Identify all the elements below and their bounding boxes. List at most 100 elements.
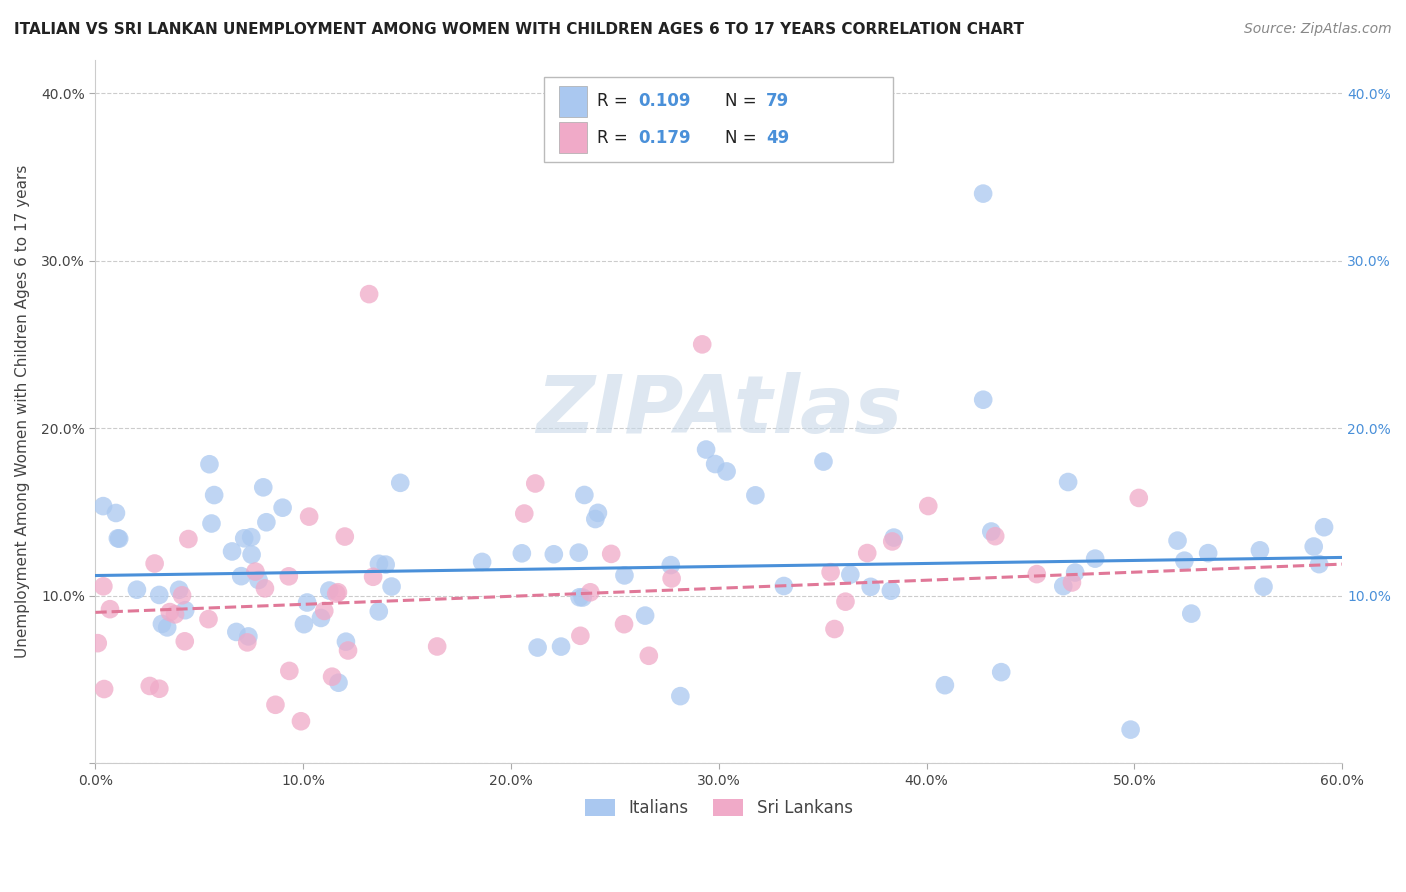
Point (1057, 475, 1080, 489)
Point (148, 588, 170, 602)
Point (634, 608, 657, 623)
Point (148, 681, 170, 696)
Point (202, 488, 225, 502)
Point (839, 567, 862, 582)
Point (1253, 580, 1275, 594)
Point (695, 442, 717, 457)
Text: 0.109: 0.109 (638, 92, 690, 110)
Point (335, 634, 357, 648)
Point (716, 465, 738, 479)
Point (150, 616, 173, 631)
Point (298, 509, 321, 524)
Point (637, 648, 659, 663)
Text: 79: 79 (766, 92, 789, 110)
Point (550, 640, 572, 654)
Point (856, 546, 879, 560)
Text: ZIPAtlas: ZIPAtlas (536, 372, 903, 450)
Point (583, 512, 606, 526)
Point (278, 664, 301, 678)
Point (1119, 723, 1142, 737)
Point (524, 476, 547, 491)
Point (98, 602, 121, 616)
Point (361, 570, 384, 584)
Point (177, 532, 200, 546)
Point (659, 558, 682, 573)
Point (1180, 607, 1202, 621)
Point (934, 678, 956, 692)
Point (125, 582, 148, 597)
Text: R =: R = (596, 128, 633, 146)
Point (834, 595, 856, 609)
Point (167, 582, 190, 597)
Point (824, 622, 846, 636)
Point (579, 585, 602, 599)
Point (568, 546, 591, 560)
Point (197, 612, 219, 626)
Point (328, 675, 350, 690)
Point (107, 532, 129, 546)
Point (221, 544, 243, 558)
Text: 0.179: 0.179 (638, 128, 690, 146)
Point (1313, 520, 1336, 534)
Point (165, 607, 187, 622)
Point (314, 604, 336, 618)
Point (1060, 575, 1083, 590)
Point (859, 580, 882, 594)
Point (813, 454, 835, 468)
Point (87, 636, 110, 650)
Point (253, 582, 276, 596)
Point (1308, 557, 1330, 571)
Point (367, 604, 389, 618)
Point (1084, 551, 1107, 566)
Point (972, 186, 994, 201)
Text: ITALIAN VS SRI LANKAN UNEMPLOYMENT AMONG WOMEN WITH CHILDREN AGES 6 TO 17 YEARS : ITALIAN VS SRI LANKAN UNEMPLOYMENT AMONG… (14, 22, 1024, 37)
Point (292, 617, 315, 632)
Point (600, 547, 623, 561)
Point (381, 580, 404, 594)
Point (240, 530, 263, 544)
Point (883, 531, 905, 545)
Point (368, 557, 391, 571)
Text: Source: ZipAtlas.com: Source: ZipAtlas.com (1244, 22, 1392, 37)
Point (1167, 533, 1189, 548)
Point (586, 506, 609, 520)
Point (917, 499, 939, 513)
Point (571, 591, 593, 605)
Text: N =: N = (725, 128, 762, 146)
Point (93, 579, 115, 593)
Point (277, 569, 299, 583)
Point (173, 634, 195, 648)
Y-axis label: Unemployment Among Women with Children Ages 6 to 17 years: Unemployment Among Women with Children A… (15, 165, 30, 658)
Point (569, 629, 592, 643)
Point (984, 529, 1007, 543)
Point (321, 670, 343, 684)
Point (174, 603, 197, 617)
Point (773, 579, 796, 593)
Point (1025, 567, 1047, 582)
Point (252, 480, 274, 494)
Point (290, 714, 312, 729)
Point (574, 488, 596, 502)
Point (337, 643, 360, 657)
Point (159, 605, 181, 619)
Point (389, 475, 412, 490)
Point (143, 557, 166, 571)
Point (264, 698, 287, 712)
Text: 49: 49 (766, 128, 789, 146)
Point (359, 287, 381, 301)
Point (104, 506, 127, 520)
Point (882, 534, 904, 549)
Point (240, 548, 263, 562)
FancyBboxPatch shape (560, 122, 586, 153)
Point (1249, 543, 1271, 558)
Text: R =: R = (596, 92, 633, 110)
Point (1302, 540, 1324, 554)
Point (704, 457, 727, 471)
Point (669, 689, 692, 703)
Point (236, 635, 259, 649)
Point (309, 611, 332, 625)
Point (543, 547, 565, 561)
Text: N =: N = (725, 92, 762, 110)
Point (1128, 491, 1150, 505)
Point (1173, 554, 1195, 568)
